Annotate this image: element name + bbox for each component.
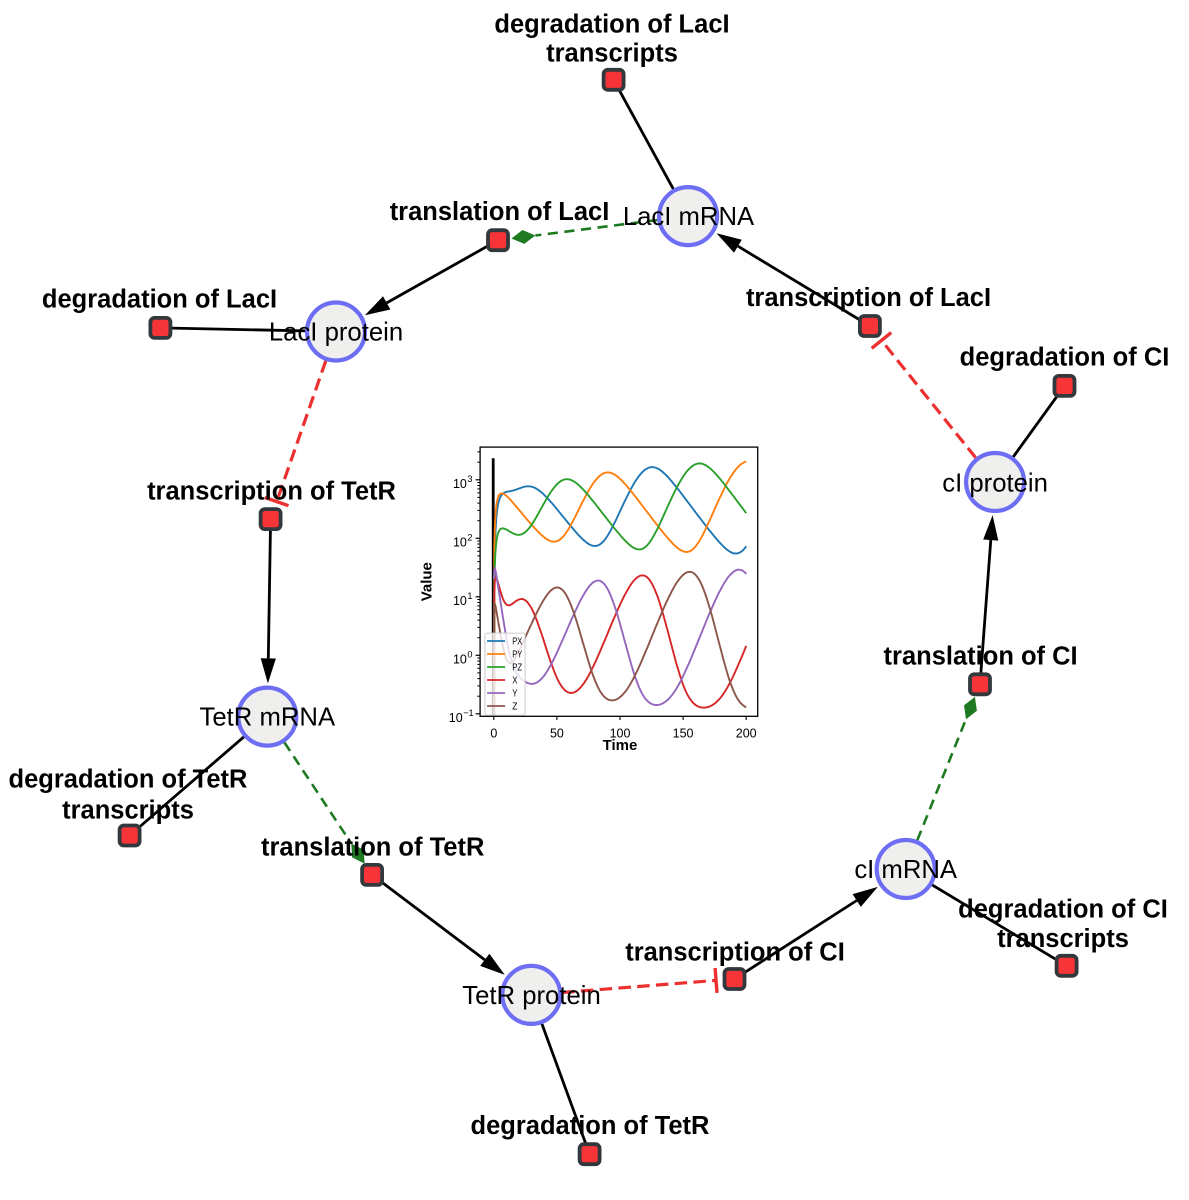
svg-text:PX: PX xyxy=(512,636,522,647)
svg-text:0: 0 xyxy=(490,726,497,740)
svg-text:Z: Z xyxy=(512,701,517,712)
svg-text:2: 2 xyxy=(467,533,472,543)
svg-text:TetR protein: TetR protein xyxy=(462,982,601,1010)
svg-text:1: 1 xyxy=(467,591,472,601)
svg-text:transcription of TetR: transcription of TetR xyxy=(147,478,396,506)
svg-text:Value: Value xyxy=(419,562,436,601)
svg-text:transcripts: transcripts xyxy=(546,39,678,67)
svg-text:PZ: PZ xyxy=(512,662,522,673)
svg-text:transcripts: transcripts xyxy=(997,925,1129,953)
svg-text:TetR mRNA: TetR mRNA xyxy=(200,704,336,732)
svg-text:translation of LacI: translation of LacI xyxy=(390,198,610,226)
svg-text:translation of CI: translation of CI xyxy=(884,643,1078,671)
svg-text:10: 10 xyxy=(453,477,467,491)
svg-text:100: 100 xyxy=(610,726,631,740)
svg-text:degradation of LacI: degradation of LacI xyxy=(42,285,277,313)
svg-text:10: 10 xyxy=(453,536,467,550)
svg-text:degradation of CI: degradation of CI xyxy=(958,895,1168,923)
svg-text:LacI protein: LacI protein xyxy=(269,319,403,347)
svg-text:10: 10 xyxy=(453,594,467,608)
svg-text:150: 150 xyxy=(673,726,694,740)
svg-text:X: X xyxy=(512,675,517,686)
svg-text:transcription of LacI: transcription of LacI xyxy=(746,284,991,312)
svg-text:10: 10 xyxy=(453,653,467,667)
svg-text:translation of TetR: translation of TetR xyxy=(261,834,484,862)
svg-text:degradation of CI: degradation of CI xyxy=(960,344,1170,372)
svg-text:LacI mRNA: LacI mRNA xyxy=(623,203,755,231)
svg-text:Time: Time xyxy=(603,737,638,754)
svg-text:transcription of CI: transcription of CI xyxy=(625,938,845,966)
svg-text:10: 10 xyxy=(449,711,463,725)
svg-text:cI protein: cI protein xyxy=(942,469,1048,497)
svg-text:50: 50 xyxy=(550,726,564,740)
svg-text:3: 3 xyxy=(467,474,472,484)
svg-text:PY: PY xyxy=(512,649,522,660)
svg-text:−1: −1 xyxy=(463,708,473,718)
svg-text:0: 0 xyxy=(467,650,472,660)
svg-text:degradation of TetR: degradation of TetR xyxy=(9,765,248,793)
svg-text:degradation of TetR: degradation of TetR xyxy=(471,1112,710,1140)
svg-text:Y: Y xyxy=(512,688,517,699)
svg-text:degradation of LacI: degradation of LacI xyxy=(494,10,729,38)
svg-text:cI mRNA: cI mRNA xyxy=(854,856,958,884)
svg-text:transcripts: transcripts xyxy=(62,797,194,825)
svg-text:200: 200 xyxy=(736,726,757,740)
